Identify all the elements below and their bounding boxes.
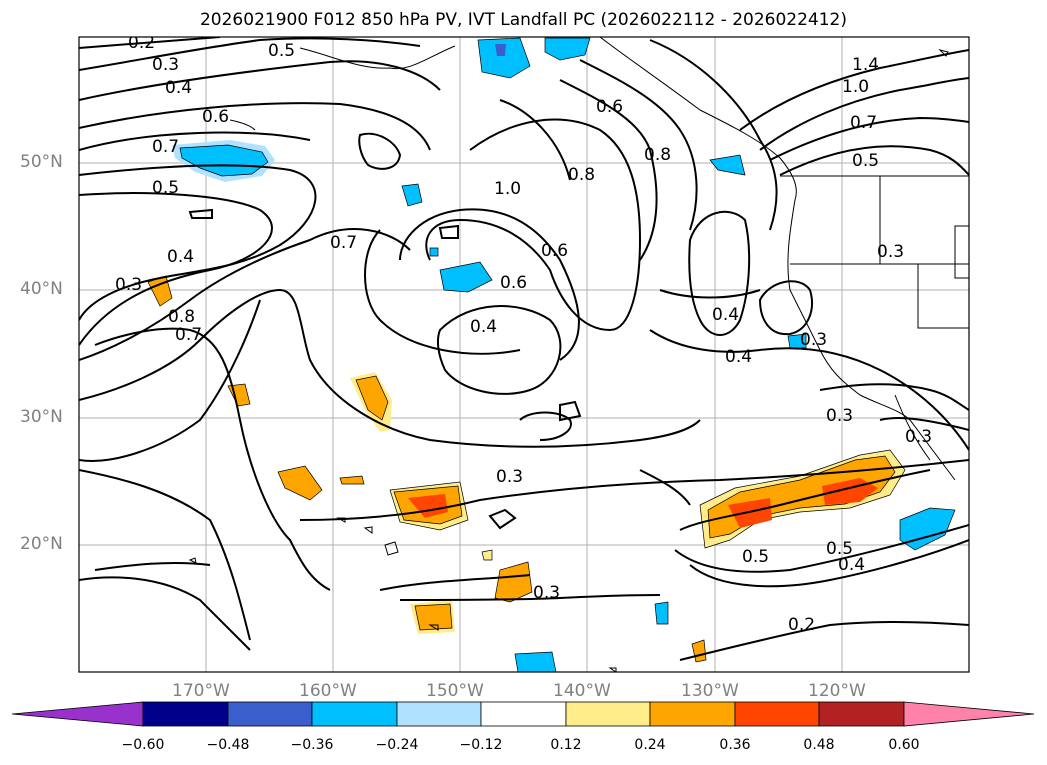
- colorbar-segment: [818, 701, 905, 727]
- svg-text:0.8: 0.8: [644, 145, 671, 165]
- svg-text:0.6: 0.6: [500, 273, 527, 293]
- colorbar-segment: [396, 701, 482, 727]
- colorbar-extend-right: [903, 701, 1035, 727]
- svg-text:1.0: 1.0: [842, 77, 869, 97]
- svg-text:0.7: 0.7: [175, 325, 202, 345]
- colorbar-tick: 0.48: [803, 737, 835, 753]
- colorbar-tick: −0.48: [206, 737, 250, 753]
- svg-text:1.0: 1.0: [494, 179, 521, 199]
- island-outlines: [188, 517, 617, 672]
- svg-text:0.4: 0.4: [712, 305, 739, 325]
- lon-label-140w: 140°W: [553, 681, 611, 701]
- colorbar-tick: −0.60: [121, 737, 165, 753]
- gridlines: [79, 37, 969, 672]
- svg-text:0.3: 0.3: [877, 242, 904, 262]
- colorbar-tick: −0.36: [290, 737, 334, 753]
- colorbar-segment: [565, 701, 651, 727]
- lon-label-170w: 170°W: [172, 681, 230, 701]
- svg-text:0.3: 0.3: [115, 275, 142, 295]
- svg-text:0.7: 0.7: [152, 137, 179, 157]
- lat-label-30n: 30°N: [20, 407, 63, 427]
- colorbar: [11, 701, 1035, 727]
- contour-labels: 0.2 0.5 0.3 0.4 0.6 0.7 0.5 0.3 0.4 0.8 …: [115, 33, 932, 635]
- svg-text:0.7: 0.7: [330, 233, 357, 253]
- svg-text:0.4: 0.4: [167, 247, 194, 267]
- lon-label-160w: 160°W: [299, 681, 357, 701]
- lon-label-150w: 150°W: [426, 681, 484, 701]
- svg-text:0.3: 0.3: [800, 330, 827, 350]
- colorbar-tick: 0.60: [888, 737, 920, 753]
- svg-text:0.8: 0.8: [168, 307, 195, 327]
- lat-label-20n: 20°N: [20, 534, 63, 554]
- svg-text:0.4: 0.4: [838, 555, 865, 575]
- lat-label-40n: 40°N: [20, 279, 63, 299]
- map-title: 2026021900 F012 850 hPa PV, IVT Landfall…: [199, 10, 847, 30]
- svg-text:0.6: 0.6: [596, 97, 623, 117]
- svg-text:0.6: 0.6: [541, 241, 568, 261]
- colorbar-segment: [480, 701, 567, 727]
- colorbar-tick: 0.36: [719, 737, 751, 753]
- lat-label-50n: 50°N: [20, 152, 63, 172]
- svg-text:0.5: 0.5: [152, 178, 179, 198]
- svg-text:0.3: 0.3: [496, 467, 523, 487]
- pv-contours: [79, 37, 969, 661]
- colorbar-segment: [227, 701, 313, 727]
- colorbar-tick: 0.12: [550, 737, 582, 753]
- colorbar-segment: [734, 701, 820, 727]
- svg-text:0.5: 0.5: [742, 547, 769, 567]
- svg-text:0.5: 0.5: [826, 539, 853, 559]
- svg-text:1.4: 1.4: [852, 55, 879, 75]
- map-frame: [78, 36, 970, 673]
- svg-text:0.3: 0.3: [152, 55, 179, 75]
- svg-text:0.3: 0.3: [905, 427, 932, 447]
- lon-label-130w: 130°W: [681, 681, 739, 701]
- svg-text:0.4: 0.4: [470, 317, 497, 337]
- svg-text:0.2: 0.2: [788, 615, 815, 635]
- svg-text:0.4: 0.4: [725, 347, 752, 367]
- svg-text:0.3: 0.3: [826, 406, 853, 426]
- colorbar-extend-left: [11, 701, 144, 727]
- coastlines: [229, 37, 969, 481]
- svg-text:0.5: 0.5: [852, 151, 879, 171]
- lon-label-120w: 120°W: [808, 681, 866, 701]
- colorbar-segment: [311, 701, 398, 727]
- svg-text:0.4: 0.4: [165, 78, 192, 98]
- colorbar-segment: [142, 701, 229, 727]
- svg-text:0.6: 0.6: [202, 107, 229, 127]
- svg-text:0.3: 0.3: [533, 583, 560, 603]
- svg-text:0.5: 0.5: [268, 41, 295, 61]
- colorbar-tick: 0.24: [634, 737, 666, 753]
- colorbar-tick: −0.24: [375, 737, 419, 753]
- svg-text:0.7: 0.7: [850, 113, 877, 133]
- colorbar-segment: [649, 701, 736, 727]
- colorbar-tick: −0.12: [459, 737, 503, 753]
- svg-text:0.2: 0.2: [128, 33, 155, 53]
- svg-text:0.8: 0.8: [568, 165, 595, 185]
